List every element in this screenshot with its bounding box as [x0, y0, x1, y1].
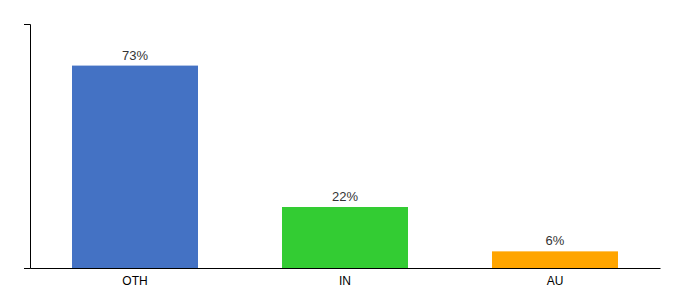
x-tick-label: OTH [122, 274, 147, 288]
y-axis-line [24, 25, 31, 269]
data-label: 73% [122, 48, 148, 63]
x-tick: OTH [122, 274, 147, 288]
bars [72, 66, 618, 268]
bar [72, 66, 198, 268]
chart-container: OTH IN AU 73% 22% 6% [0, 0, 680, 300]
chart: OTH IN AU 73% 22% 6% [0, 0, 680, 300]
x-axis-line [31, 268, 661, 269]
plot: OTH IN AU 73% 22% 6% [24, 25, 661, 288]
x-tick-label: AU [547, 274, 564, 288]
bar [492, 251, 618, 268]
x-tick: AU [547, 274, 564, 288]
data-labels: 73% 22% 6% [122, 48, 565, 249]
data-label: 6% [546, 233, 565, 248]
x-axis: OTH IN AU [31, 269, 661, 288]
bar [282, 207, 408, 268]
data-label: 22% [332, 189, 358, 204]
x-tick-label: IN [339, 274, 351, 288]
x-tick: IN [339, 274, 351, 288]
y-axis [24, 25, 31, 269]
